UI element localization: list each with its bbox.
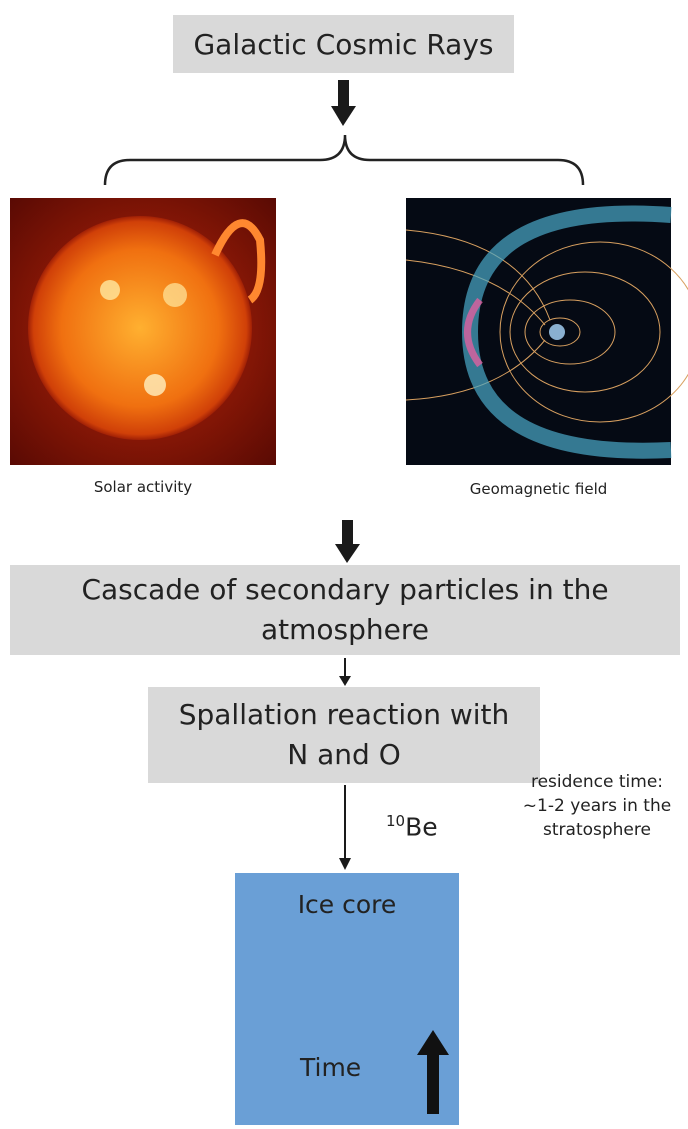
step-box: Cascade of secondary particles in the at… [10, 565, 680, 655]
sun-spot [163, 283, 187, 307]
ice-core-label: Ice core [297, 890, 397, 919]
title-box: Galactic Cosmic Rays [173, 15, 514, 73]
modulator-label: Solar activity [93, 478, 193, 496]
step-box: Spallation reaction with N and O [148, 687, 540, 783]
residence-note: residence time: ~1-2 years in the strato… [522, 772, 672, 840]
time-label: Time [300, 1053, 362, 1082]
brace [103, 134, 585, 186]
sun-spot [100, 280, 120, 300]
sun-disk [28, 216, 252, 440]
geomagnetic-image [406, 198, 671, 465]
time-arrow [417, 1030, 449, 1114]
sun-spot [144, 374, 166, 396]
isotope-mass: 10 [386, 812, 406, 830]
prominence [211, 219, 266, 304]
isotope: 10Be [386, 812, 438, 841]
arrows [331, 80, 360, 870]
isotope-symbol: Be [405, 812, 438, 842]
earth [549, 324, 565, 340]
bow-shock [464, 297, 483, 368]
modulator-label: Geomagnetic field [469, 480, 608, 498]
ice-core [235, 873, 459, 1125]
